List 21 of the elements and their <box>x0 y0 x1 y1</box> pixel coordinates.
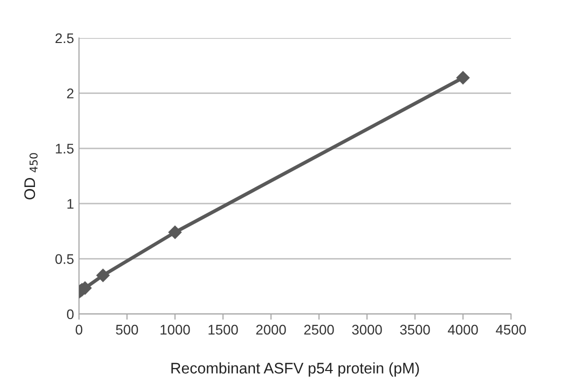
y-tick-label: 0.5 <box>55 254 74 264</box>
x-tick-label: 4000 <box>448 324 478 335</box>
y-tick-label: 2.5 <box>56 33 74 44</box>
y-tick-label: 1 <box>67 199 74 209</box>
x-tick-label: 4500 <box>496 324 526 335</box>
y-tick-label: 1.5 <box>56 144 74 154</box>
point <box>168 226 182 239</box>
point <box>96 268 110 282</box>
y-axis-title: OD $_{450}$ <box>24 153 38 200</box>
point <box>456 71 470 84</box>
x-axis-title: Recombinant ASFV p54 protein (pM) <box>171 362 419 377</box>
x-tick-label: 1500 <box>208 324 238 335</box>
x-tick-label: 1000 <box>160 324 190 335</box>
x-tick-label: 3500 <box>400 324 430 335</box>
x-tick-label: 2000 <box>256 324 286 335</box>
y-tick-label: 0 <box>66 309 74 320</box>
x-tick-label: 3000 <box>352 324 382 335</box>
x-tick-label: 0 <box>76 324 82 335</box>
y-tick-label: 2 <box>67 88 74 98</box>
x-tick-label: 2500 <box>304 324 334 335</box>
x-tick-label: 500 <box>116 324 138 335</box>
